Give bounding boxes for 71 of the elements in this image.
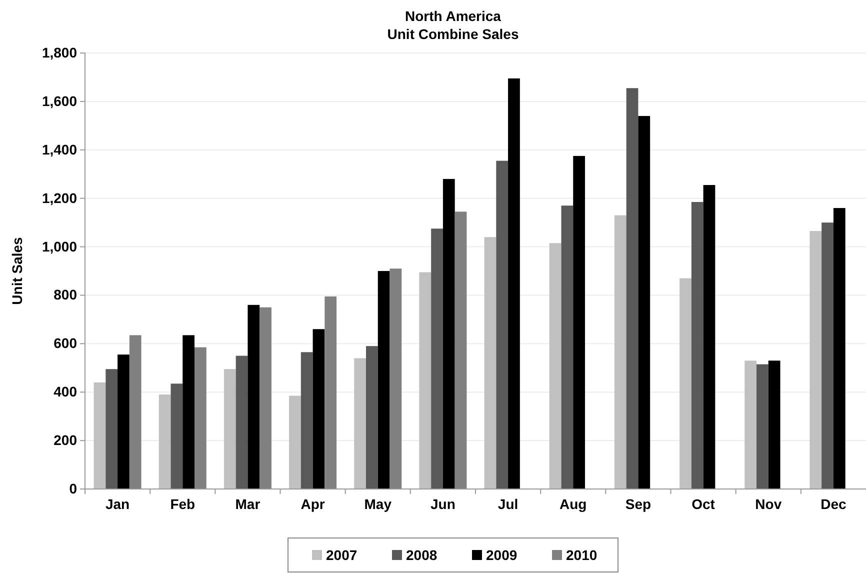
legend-label: 2007 bbox=[326, 547, 358, 563]
bar bbox=[378, 271, 390, 489]
bar bbox=[182, 335, 195, 489]
x-tick-label: May bbox=[364, 496, 392, 512]
y-tick-label: 1,200 bbox=[42, 190, 78, 206]
bar bbox=[573, 156, 586, 489]
bar bbox=[224, 369, 236, 489]
x-tick-label: Sep bbox=[625, 496, 652, 512]
bar bbox=[118, 354, 130, 489]
y-tick-label: 600 bbox=[54, 335, 78, 352]
bar bbox=[354, 358, 366, 489]
chart-title: North America bbox=[405, 8, 502, 24]
legend-label: 2010 bbox=[566, 547, 598, 563]
bar bbox=[822, 222, 834, 489]
x-tick-label: Oct bbox=[692, 496, 716, 512]
bar bbox=[744, 360, 756, 489]
y-tick-label: 1,800 bbox=[42, 44, 78, 60]
x-tick-label: Dec bbox=[820, 496, 847, 512]
bar bbox=[431, 228, 443, 489]
legend-label: 2009 bbox=[486, 547, 518, 563]
x-tick-label: Jun bbox=[430, 496, 456, 512]
bar bbox=[508, 78, 520, 489]
y-tick-label: 1,600 bbox=[42, 92, 78, 109]
bar bbox=[484, 237, 496, 489]
bar bbox=[496, 160, 508, 489]
bar bbox=[691, 202, 704, 489]
bar bbox=[454, 212, 467, 489]
bar bbox=[260, 307, 272, 489]
x-tick-label: Nov bbox=[755, 496, 782, 512]
bar bbox=[366, 346, 378, 489]
bar bbox=[442, 178, 455, 489]
bar bbox=[390, 268, 402, 489]
bar bbox=[236, 356, 248, 489]
bar bbox=[194, 347, 206, 489]
bar bbox=[561, 206, 574, 489]
y-tick-label: 1,000 bbox=[42, 238, 78, 254]
y-axis-title: Unit Sales bbox=[9, 236, 25, 305]
x-tick-label: Mar bbox=[235, 496, 261, 512]
bar bbox=[638, 116, 650, 489]
y-tick-label: 800 bbox=[54, 286, 78, 303]
bar bbox=[106, 369, 118, 489]
bar bbox=[833, 208, 846, 489]
bar bbox=[289, 396, 301, 489]
bar bbox=[312, 329, 325, 489]
x-tick-label: Apr bbox=[300, 496, 326, 512]
bar bbox=[324, 296, 337, 489]
bar bbox=[768, 360, 780, 489]
bar bbox=[614, 215, 626, 489]
bar bbox=[94, 382, 106, 489]
bar bbox=[680, 278, 692, 489]
y-tick-label: 1,400 bbox=[42, 141, 78, 158]
bar bbox=[549, 243, 562, 489]
bar bbox=[129, 335, 142, 489]
bar bbox=[756, 364, 768, 489]
x-tick-label: Jul bbox=[498, 496, 518, 512]
x-tick-label: Feb bbox=[170, 496, 196, 512]
y-tick-label: 0 bbox=[69, 480, 78, 496]
bar bbox=[170, 384, 183, 489]
legend-label: 2008 bbox=[406, 547, 438, 563]
bar bbox=[810, 231, 822, 489]
bar bbox=[626, 88, 638, 489]
y-tick-label: 400 bbox=[54, 384, 78, 400]
bar bbox=[703, 185, 716, 489]
y-tick-label: 200 bbox=[54, 432, 78, 448]
x-tick-label: Jan bbox=[105, 496, 130, 512]
bar bbox=[158, 394, 171, 489]
x-tick-label: Aug bbox=[560, 496, 587, 512]
bar bbox=[419, 272, 432, 489]
bar bbox=[248, 304, 260, 489]
bar bbox=[300, 352, 313, 489]
chart-subtitle: Unit Combine Sales bbox=[387, 26, 519, 42]
